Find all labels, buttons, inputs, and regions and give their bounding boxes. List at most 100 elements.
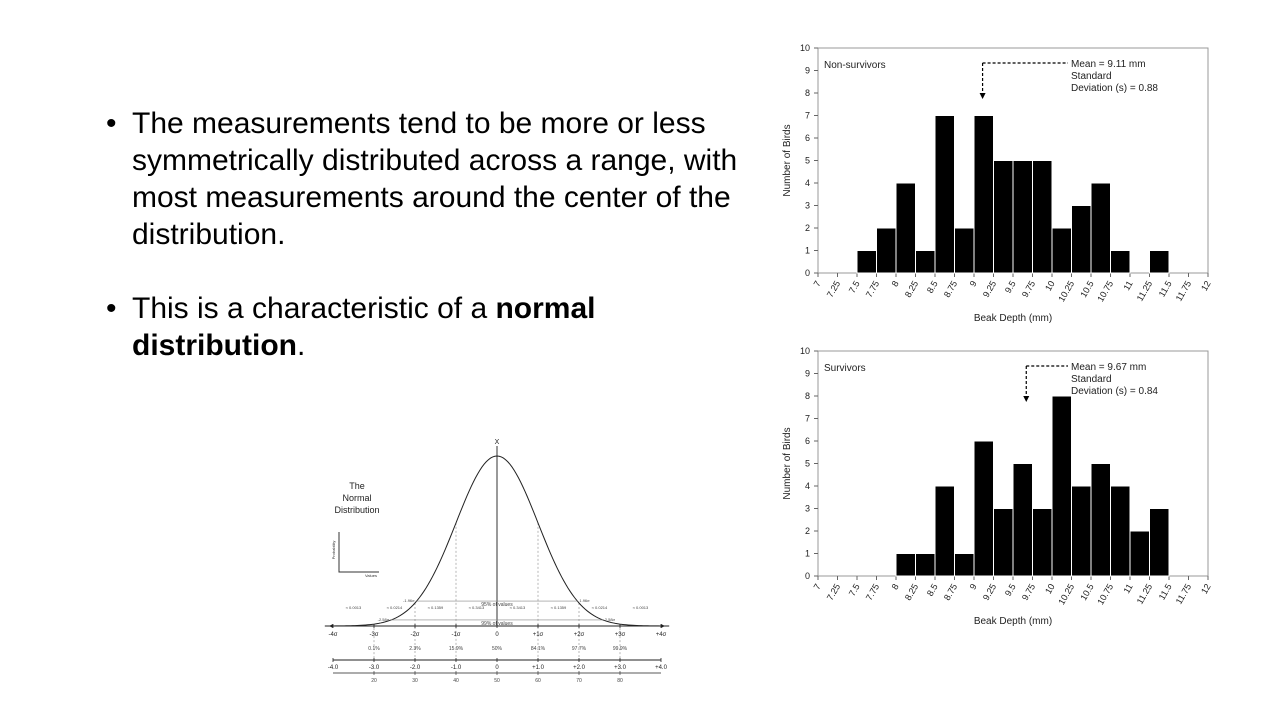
sigma-axis-arrow-left (329, 624, 333, 628)
top-x-tick-label: 7 (812, 279, 823, 288)
bottom-x-tick-label: 11.75 (1174, 582, 1194, 606)
t-score-label: 80 (617, 678, 623, 684)
top-x-tick-label: 10 (1043, 279, 1057, 293)
band-99-label: 99% of values (481, 621, 513, 627)
normal-title-line: The (349, 481, 365, 491)
bullet-marker: • (106, 107, 117, 140)
top-annotation-line1: Mean = 9.11 mm (1071, 59, 1146, 70)
sigma-label: +2σ (574, 632, 585, 638)
top-x-tick-label: 11.25 (1135, 279, 1155, 303)
z-score-label: -4.0 (328, 665, 339, 671)
top-x-tick-label: 10.5 (1078, 279, 1095, 299)
t-score-label: 20 (371, 678, 377, 684)
bottom-x-tick-label: 10.25 (1056, 582, 1076, 607)
bottom-bar (954, 553, 975, 577)
inset-axes (338, 532, 379, 573)
percentile-label: 50% (492, 646, 503, 652)
sigma-label: -2σ (410, 632, 419, 638)
normal-distribution-diagram: The Normal Distribution Probability Values X 9… (324, 439, 670, 684)
bullet-list: • The measurements tend to be more or le… (106, 105, 746, 364)
z-score-label: +3.0 (614, 665, 627, 671)
bottom-bar (915, 553, 936, 577)
bottom-y-tick-label: 5 (805, 459, 810, 469)
top-x-tick-label: 11 (1121, 279, 1134, 292)
bottom-x-tick-label: 9.25 (981, 582, 998, 602)
bottom-y-tick-label: 10 (800, 346, 810, 356)
top-x-tick-label: 7.75 (864, 279, 881, 299)
mean-label: X (495, 439, 500, 446)
top-x-tick-label: 7.25 (825, 279, 842, 299)
t-score-label: 40 (453, 678, 459, 684)
segment-probability: ≈ 0.0214 (592, 605, 608, 610)
bottom-bar (1032, 508, 1053, 577)
top-bar (1071, 205, 1092, 274)
bottom-bar (993, 508, 1014, 577)
bottom-x-tick-label: 7.75 (864, 582, 881, 602)
bottom-x-tick-label: 8.25 (903, 582, 920, 602)
bullet-item: • This is a characteristic of a normal d… (106, 290, 746, 364)
sigma-label: +1σ (533, 632, 544, 638)
bottom-x-tick-label: 8.75 (942, 582, 959, 602)
segment-probability: ≈ 0.3413 (469, 605, 485, 610)
z-score-label: -1.0 (451, 665, 462, 671)
segment-probability: ≈ 0.3413 (510, 605, 526, 610)
bottom-mean-arrow-head (1023, 396, 1030, 402)
bottom-y-tick-label: 1 (805, 549, 810, 559)
percentile-label: 97.7% (572, 646, 587, 652)
bottom-bar (895, 553, 916, 577)
bottom-y-axis-label: Number of Birds (782, 427, 793, 499)
top-mean-arrow-head (979, 93, 986, 99)
bottom-x-tick-label: 11 (1121, 582, 1134, 595)
bottom-bar (1012, 463, 1033, 577)
top-y-tick-label: 8 (805, 88, 810, 98)
percentile-label: 84.1% (531, 646, 546, 652)
bottom-x-tick-label: 9 (968, 582, 979, 591)
z-score-label: +2.0 (573, 665, 586, 671)
z-score-label: -3.0 (369, 665, 380, 671)
band-99-left-label: -2.58σ (378, 617, 390, 622)
bullet-bold-term: normal distribution (132, 292, 596, 362)
band-95-label: 95% of values (481, 602, 513, 608)
bottom-bar (934, 485, 955, 577)
z-score-label: 0 (495, 665, 499, 671)
top-bar (856, 250, 877, 274)
top-bar (954, 227, 975, 274)
bottom-x-tick-label: 7 (812, 582, 823, 591)
top-x-tick-label: 12 (1199, 279, 1213, 293)
top-x-tick-label: 8.25 (903, 279, 920, 299)
inset-x-label: Values (365, 573, 377, 578)
bottom-y-tick-label: 3 (805, 504, 810, 514)
sigma-axis-arrow-right (661, 624, 665, 628)
percentile-label: 15.9% (449, 646, 464, 652)
top-y-tick-label: 9 (805, 66, 810, 76)
top-bar (915, 250, 936, 274)
bottom-bar (1110, 485, 1131, 577)
bottom-bar (1149, 508, 1170, 577)
bottom-x-tick-label: 8.5 (925, 582, 940, 598)
percentile-label: 99.9% (613, 646, 628, 652)
sigma-label: -4σ (328, 632, 337, 638)
t-score-label: 50 (494, 678, 500, 684)
bottom-annotation-line3: Deviation (s) = 0.84 (1071, 386, 1158, 397)
band-95-right-label: 1.96σ (579, 598, 590, 603)
top-y-tick-label: 5 (805, 156, 810, 166)
bottom-bar (1090, 463, 1111, 577)
t-score-label: 30 (412, 678, 418, 684)
segment-probability: ≈ 0.0013 (346, 605, 362, 610)
top-bar (1051, 227, 1072, 274)
top-y-tick-label: 6 (805, 133, 810, 143)
top-y-tick-label: 4 (805, 178, 810, 188)
bottom-x-axis-label: Beak Depth (mm) (974, 616, 1052, 627)
top-x-tick-label: 10.75 (1095, 279, 1115, 304)
sigma-label: -3σ (369, 632, 378, 638)
normal-title-line: Normal (342, 493, 371, 503)
top-bar (993, 160, 1014, 274)
top-y-tick-label: 7 (805, 111, 810, 121)
bottom-x-tick-label: 9.5 (1003, 582, 1018, 598)
band-99-right-label: 2.58σ (605, 617, 616, 622)
top-x-tick-label: 9.75 (1020, 279, 1037, 299)
normal-curve (324, 455, 670, 627)
bottom-x-tick-label: 7.5 (847, 582, 862, 598)
